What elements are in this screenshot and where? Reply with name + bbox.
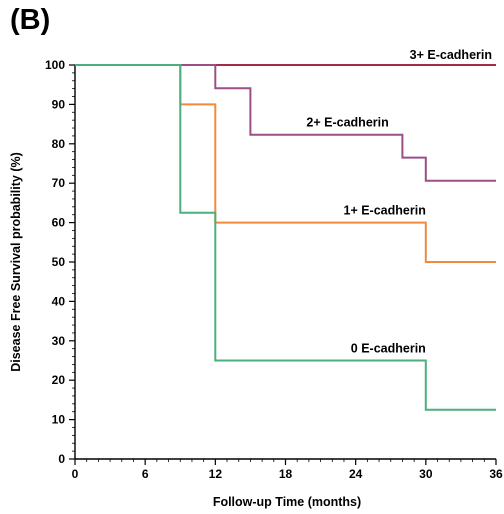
y-tick-label: 100 (45, 58, 65, 72)
x-axis-title: Follow-up Time (months) (213, 495, 361, 509)
panel-label: (B) (10, 4, 51, 36)
x-tick-label: 24 (349, 467, 363, 481)
series-line-0-e-cadherin (75, 64, 496, 411)
y-tick-label: 50 (52, 255, 66, 269)
x-tick-label: 12 (209, 467, 223, 481)
y-tick-label: 0 (58, 452, 65, 466)
x-tick-label: 6 (142, 467, 149, 481)
y-tick-label: 40 (52, 294, 66, 308)
series-label-0-e-cadherin: 0 E-cadherin (351, 342, 426, 356)
y-tick-label: 80 (52, 137, 66, 151)
y-tick-label: 60 (52, 216, 66, 230)
y-tick-label: 10 (52, 413, 66, 427)
series-line-1-e-cadherin (75, 64, 496, 263)
series-label-2-e-cadherin: 2+ E-cadherin (306, 116, 388, 130)
x-tick-label: 36 (489, 467, 503, 481)
y-tick-label: 90 (52, 97, 66, 111)
series-labels: 3+ E-cadherin 2+ E-cadherin 1+ E-cadherin 0… (306, 48, 492, 356)
y-tick-label: 70 (52, 176, 66, 190)
axes: 0 10 20 30 40 50 60 70 80 90 100 0 6 12 18 24 30 36 (45, 58, 503, 481)
series-line-2-e-cadherin (75, 64, 496, 182)
x-tick-label: 18 (279, 467, 293, 481)
y-tick-label: 30 (52, 334, 66, 348)
y-axis-title: Disease Free Survival probability (%) (9, 152, 23, 372)
series-label-1-e-cadherin: 1+ E-cadherin (344, 204, 426, 218)
series-lines (75, 64, 496, 411)
y-tick-label: 20 (52, 373, 66, 387)
series-label-3-e-cadherin: 3+ E-cadherin (410, 48, 492, 62)
x-tick-label: 30 (419, 467, 433, 481)
x-tick-label: 0 (72, 467, 79, 481)
